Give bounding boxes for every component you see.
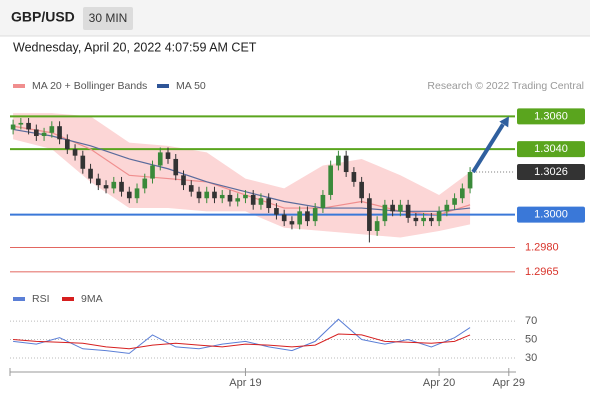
candle-body — [88, 168, 93, 179]
level-label: 1.2965 — [525, 266, 559, 278]
candle-body — [266, 198, 272, 209]
timestamp: Wednesday, April 20, 2022 4:07:59 AM CET — [13, 40, 257, 54]
candle-body — [367, 198, 372, 231]
interval[interactable]: 30 MIN — [89, 11, 128, 25]
candle-body — [281, 214, 287, 222]
candle-body — [103, 185, 109, 189]
candle-body — [212, 191, 217, 199]
candle-body — [374, 221, 380, 231]
legend-label: 9MA — [81, 293, 103, 305]
candle-body — [460, 188, 465, 199]
y-tick-label: 70 — [525, 315, 537, 327]
candle-body — [274, 208, 279, 215]
candle-body — [188, 185, 194, 192]
x-tick-label: Apr 19 — [229, 377, 261, 389]
legend-label: MA 50 — [176, 80, 206, 92]
level-label: 1.2980 — [525, 241, 559, 253]
candle-body — [72, 149, 78, 156]
candle-body — [413, 217, 419, 222]
candle-body — [328, 165, 333, 195]
candle-body — [351, 172, 357, 182]
candle-body — [289, 221, 295, 225]
level-label: 1.3026 — [534, 166, 568, 178]
level-box — [517, 141, 585, 158]
candle-body — [111, 181, 117, 189]
candle-body — [305, 211, 310, 222]
candle-body — [26, 122, 31, 130]
candle-body — [10, 124, 16, 130]
forecast-arrow-head — [499, 116, 509, 128]
candle-body — [227, 194, 233, 202]
candle-body — [150, 165, 155, 179]
candle-body — [165, 152, 171, 159]
candle-body — [336, 155, 341, 166]
y-tick-label: 30 — [525, 352, 537, 364]
candle-body — [436, 211, 442, 222]
level-label: 1.3060 — [534, 110, 568, 122]
credit: Research © 2022 Trading Central — [427, 80, 584, 92]
candle-body — [95, 178, 101, 186]
y-tick-label: 50 — [525, 333, 537, 345]
candle-body — [18, 122, 24, 125]
level-box — [517, 108, 585, 125]
forecast-arrow — [471, 123, 505, 174]
symbol: GBP/USD — [11, 9, 75, 25]
legend-swatch — [13, 297, 25, 301]
candle-body — [405, 204, 411, 218]
candle-body — [312, 208, 318, 222]
candle-body — [343, 155, 349, 173]
level-label: 1.3040 — [534, 143, 568, 155]
candle-body — [467, 172, 473, 189]
candle-body — [126, 191, 132, 199]
rsi-line — [13, 318, 471, 354]
level-box — [517, 164, 585, 181]
candle-body — [390, 204, 395, 212]
rsi-line — [13, 333, 471, 350]
candle-body — [258, 198, 264, 205]
candle-body — [250, 194, 256, 205]
candle-body — [382, 204, 388, 222]
candle-body — [142, 178, 148, 189]
candle-body — [34, 129, 39, 137]
candle-body — [41, 132, 47, 137]
candle-body — [57, 126, 62, 140]
candle-body — [134, 188, 140, 199]
legend-swatch — [13, 84, 25, 88]
candle-body — [64, 139, 70, 150]
candle-body — [297, 211, 303, 225]
level-box — [517, 206, 585, 223]
candle-body — [421, 217, 426, 222]
candle-body — [119, 181, 124, 192]
legend-label: MA 20 + Bollinger Bands — [32, 80, 147, 92]
candle-body — [359, 181, 364, 199]
legend-label: RSI — [32, 293, 50, 305]
candle-body — [243, 194, 248, 199]
candle-body — [49, 126, 55, 133]
x-tick-label: Apr 29 — [493, 377, 525, 389]
candle-body — [219, 194, 225, 199]
candle-body — [80, 155, 86, 169]
candle-body — [181, 175, 186, 186]
candle-body — [196, 191, 202, 199]
x-tick-label: Apr 20 — [423, 377, 455, 389]
candle-body — [320, 194, 326, 209]
candle-body — [173, 158, 179, 176]
legend-swatch — [157, 84, 169, 88]
legend-swatch — [62, 297, 74, 301]
candle-body — [444, 204, 450, 212]
candle-body — [398, 204, 403, 212]
level-label: 1.3000 — [534, 209, 568, 221]
candle-body — [157, 152, 163, 166]
candle-body — [235, 198, 241, 202]
interval-box[interactable] — [83, 7, 133, 30]
candle-body — [452, 198, 457, 205]
candle-body — [429, 217, 434, 222]
bollinger-band — [13, 113, 471, 238]
candle-body — [204, 191, 210, 199]
